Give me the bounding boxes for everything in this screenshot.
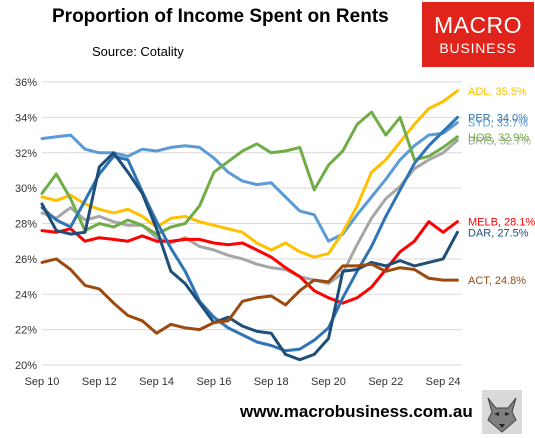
series-label-dar: DAR, 27.5% <box>468 227 529 239</box>
y-axis-ticks: 20% 22% 24% 26% 28% 30% 32% 34% 36% <box>15 77 37 372</box>
macrobusiness-logo: MACRO BUSINESS <box>422 2 534 67</box>
y-tick-label: 26% <box>15 254 37 266</box>
y-tick-label: 20% <box>15 360 37 372</box>
chart-title: Proportion of Income Spent on Rents <box>52 6 389 27</box>
logo-line-2: BUSINESS <box>439 40 517 56</box>
y-tick-label: 34% <box>15 112 37 124</box>
x-tick-label: Sep 16 <box>196 376 231 388</box>
series-line-bris <box>40 138 459 286</box>
series-label-act: ACT, 24.8% <box>468 275 526 287</box>
series-line-hob <box>40 110 459 236</box>
logo-line-1: MACRO <box>433 12 523 38</box>
x-tick-label: Sep 22 <box>368 376 403 388</box>
x-tick-label: Sep 24 <box>426 376 461 388</box>
series-line-dar <box>40 151 459 362</box>
y-tick-label: 22% <box>15 325 37 337</box>
series-line-per <box>40 115 459 353</box>
series-label-adl: ADL, 35.5% <box>468 86 527 98</box>
x-tick-label: Sep 20 <box>311 376 346 388</box>
x-tick-label: Sep 14 <box>139 376 174 388</box>
y-tick-label: 36% <box>15 77 37 89</box>
series-line-syd <box>40 121 459 243</box>
series-line-adl <box>40 89 459 259</box>
x-axis-ticks: Sep 10 Sep 12 Sep 14 Sep 16 Sep 18 Sep 20 Sep … <box>25 376 461 388</box>
series-label-syd: SYD, 33.7% <box>468 118 528 130</box>
series-label-hob: HOB, 32.9% <box>468 132 529 144</box>
y-tick-label: 30% <box>15 183 37 195</box>
source-note: Source: Cotality <box>92 44 184 59</box>
series-label-melb: MELB, 28.1% <box>468 217 535 229</box>
series-label-per: PER, 34.0% <box>468 112 528 124</box>
y-tick-label: 32% <box>15 148 37 160</box>
x-tick-label: Sep 10 <box>25 376 60 388</box>
website-url: www.macrobusiness.com.au <box>240 402 473 421</box>
x-tick-label: Sep 18 <box>254 376 289 388</box>
series-lines <box>40 89 459 362</box>
series-line-act <box>40 257 459 335</box>
wolf-mascot-icon <box>482 390 522 434</box>
series-label-bris: BRIS, 32.7% <box>468 135 531 147</box>
y-tick-label: 28% <box>15 219 37 231</box>
series-labels: SYD, 33.7% BRIS, 32.7% ADL, 35.5% HOB, 32.9… <box>468 86 535 287</box>
y-tick-label: 24% <box>15 289 37 301</box>
x-tick-label: Sep 12 <box>82 376 117 388</box>
